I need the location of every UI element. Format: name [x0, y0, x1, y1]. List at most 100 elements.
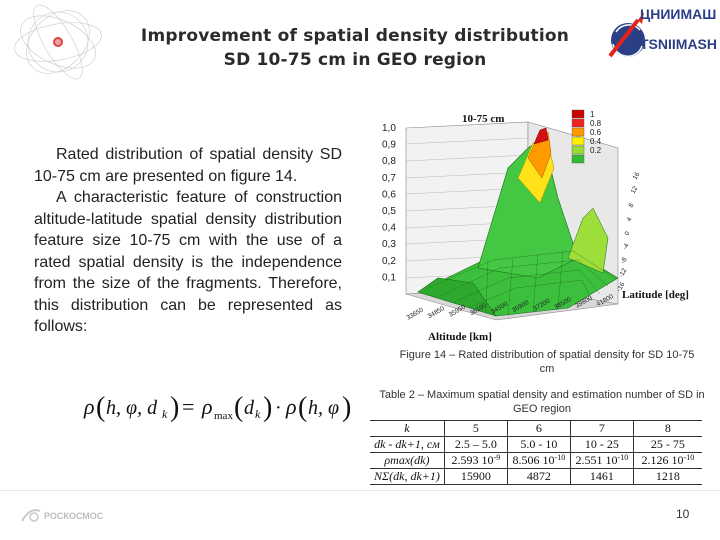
figure-caption: Figure 14 – Rated distribution of spatia…	[399, 349, 695, 375]
table-cell: 2.551 10-10	[569, 452, 634, 469]
legend-label: 0.4	[590, 137, 602, 146]
latitude-tick-label: 8	[628, 202, 636, 209]
footer-divider	[0, 490, 720, 491]
latitude-tick-label: -4	[622, 242, 631, 251]
table-cell: 2.593 10-9	[443, 452, 508, 469]
legend-swatch	[571, 118, 585, 128]
rho-exponent: -10	[554, 453, 566, 462]
latitude-tick-label: -16	[616, 281, 627, 293]
page-title: Improvement of spatial density distribut…	[100, 24, 610, 72]
svg-text:(: (	[298, 392, 307, 423]
table-caption: Table 2 – Maximum spatial density and es…	[379, 389, 705, 415]
x-axis-label: Altitude [km]	[428, 331, 492, 343]
z-tick-label: 0,4	[382, 223, 396, 234]
legend-label: 0.6	[590, 128, 602, 137]
chart-title: 10-75 cm	[462, 113, 504, 125]
z-tick-label: 0,7	[382, 173, 396, 184]
z-tick-label: 1,0	[382, 123, 396, 134]
z-tick-label: 0,2	[382, 256, 396, 267]
legend-label: 1	[590, 110, 595, 119]
density-table: k 5 6 7 8 dk - dk+1, см 2.5 – 5.0 5.0 - …	[370, 420, 702, 485]
z-tick-label: 0,9	[382, 140, 396, 151]
svg-text:max: max	[214, 410, 233, 422]
legend-label: 0.2	[590, 146, 602, 155]
body-text: Rated distribution of spatial density SD…	[34, 144, 342, 338]
legend-swatch	[571, 145, 585, 155]
row-label-rho: ρmax(dk)	[370, 452, 445, 469]
table-row: k 5 6 7 8	[370, 420, 702, 437]
table-cell: 4872	[506, 468, 571, 485]
z-tick-label: 0,6	[382, 189, 396, 200]
rho-exponent: -10	[617, 453, 629, 462]
rho-exponent: -10	[683, 453, 695, 462]
svg-text:): )	[170, 392, 179, 423]
table-cell: 7	[569, 420, 634, 437]
latitude-tick-label: -8	[620, 256, 629, 265]
density-formula: ρ ( h, φ, d k ) = ρ max ( d k ) · ρ ( h,…	[83, 392, 350, 423]
rho-mantissa: 2.593 10	[451, 453, 494, 467]
latitude-tick-label: 12	[630, 185, 640, 195]
y-axis-label: Latitude [deg]	[622, 289, 689, 301]
table-cell: 6	[506, 420, 571, 437]
logo-text-ru: ЦНИИМАШ	[640, 6, 717, 22]
latitude-tick-label: 0	[624, 230, 632, 237]
z-tick-label: 0,5	[382, 206, 396, 217]
table-cell: 1218	[632, 468, 702, 485]
legend-swatch	[571, 136, 585, 146]
svg-text:): )	[263, 392, 272, 423]
title-line-1: Improvement of spatial density distribut…	[140, 26, 570, 46]
legend-swatch	[571, 154, 585, 164]
latitude-tick-label: 16	[632, 171, 642, 181]
svg-text:ρ: ρ	[83, 394, 95, 419]
legend-label: 0.8	[590, 119, 602, 128]
z-tick-label: 0,1	[382, 272, 396, 283]
svg-text:d: d	[244, 397, 255, 419]
latitude-tick-label: 4	[626, 216, 634, 223]
svg-text:·: ·	[275, 397, 282, 419]
logo-text-en: TSNIIMASH	[640, 36, 717, 52]
table-cell: 8.506 10-10	[506, 452, 571, 469]
table-cell: 5.0 - 10	[506, 436, 571, 453]
rho-mantissa: 8.506 10	[512, 453, 555, 467]
paragraph-2: A characteristic feature of construction…	[34, 189, 342, 335]
table-cell: 15900	[443, 468, 508, 485]
table-row: dk - dk+1, см 2.5 – 5.0 5.0 - 10 10 - 25…	[370, 436, 702, 453]
table-row: ρmax(dk) 2.593 10-9 8.506 10-10 2.551 10…	[370, 452, 702, 469]
roscosmos-text: РОСКОСМОС	[44, 511, 104, 521]
svg-text:k: k	[255, 407, 261, 421]
table-cell: 8	[632, 420, 702, 437]
z-tick-label: 0,8	[382, 156, 396, 167]
table-cell: 2.5 – 5.0	[443, 436, 508, 453]
svg-text:=: =	[182, 394, 194, 419]
svg-text:(: (	[234, 392, 243, 423]
svg-text:(: (	[96, 392, 105, 423]
row-label-range: dk - dk+1, см	[370, 436, 445, 453]
orbit-logo	[14, 4, 102, 80]
svg-text:h, φ: h, φ	[308, 397, 339, 419]
latitude-tick-label: -12	[618, 267, 629, 279]
surface-chart: 10-75 cm 1,00,90,80,70,60,50,40,30,20,1 …	[368, 108, 716, 348]
rho-mantissa: 2.126 10	[641, 453, 684, 467]
svg-text:ρ: ρ	[285, 394, 297, 419]
legend-swatch	[571, 127, 585, 137]
page-number: 10	[676, 507, 690, 521]
svg-text:k: k	[162, 407, 168, 421]
legend-swatch	[571, 109, 585, 119]
table-cell: 1461	[569, 468, 634, 485]
roscosmos-logo: РОСКОСМОС	[21, 509, 104, 522]
svg-text:ρ: ρ	[201, 394, 213, 419]
table-cell: 5	[443, 420, 508, 437]
table-cell: 2.126 10-10	[632, 452, 702, 469]
title-line-2: SD 10-75 cm in GEO region	[223, 50, 487, 70]
table-row: NΣ(dk, dk+1) 15900 4872 1461 1218	[370, 468, 702, 485]
rho-mantissa: 2.551 10	[575, 453, 618, 467]
svg-text:): )	[342, 392, 350, 423]
tsniimash-logo	[608, 12, 645, 58]
row-label-k: k	[370, 420, 445, 437]
table-cell: 10 - 25	[569, 436, 634, 453]
paragraph-1: Rated distribution of spatial density SD…	[34, 146, 342, 185]
chart-legend: 10.80.60.40.2	[571, 109, 602, 164]
z-tick-label: 0,3	[382, 239, 396, 250]
row-label-n: NΣ(dk, dk+1)	[370, 468, 445, 485]
table-cell: 25 - 75	[632, 436, 702, 453]
